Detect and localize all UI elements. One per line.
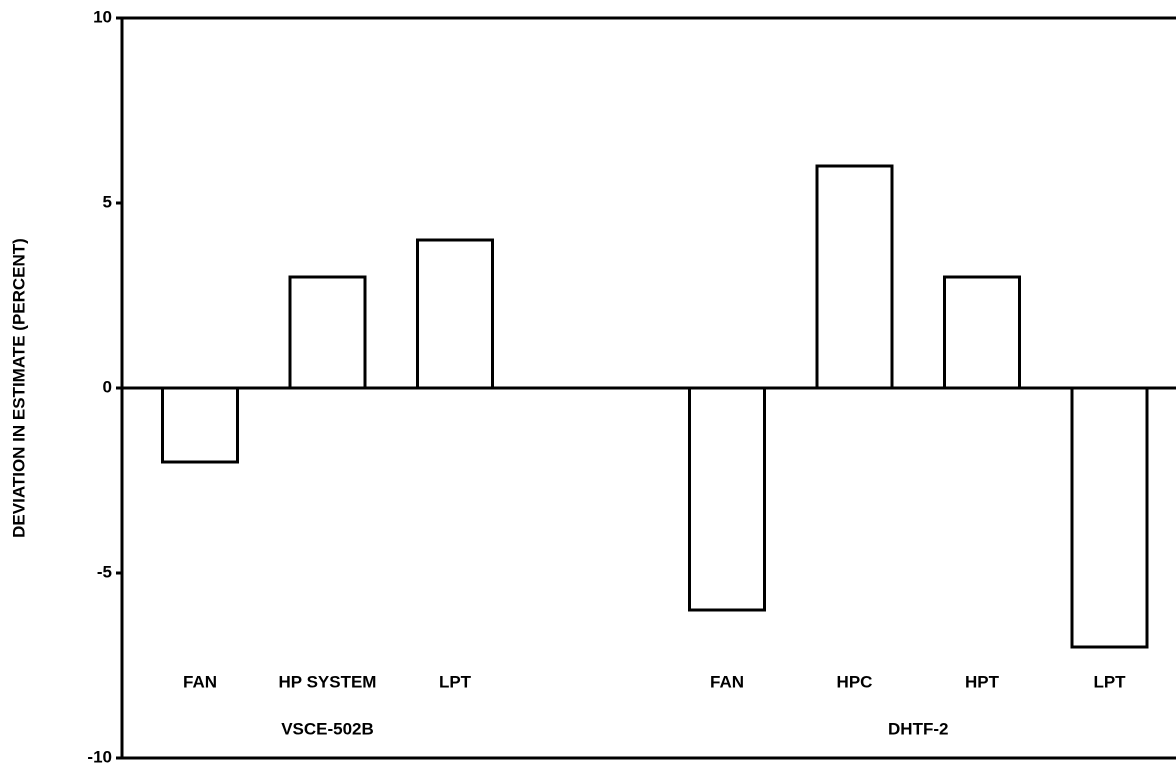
x-tick-label: HPT [965, 672, 1000, 691]
bar [815, 164, 894, 390]
bar [416, 238, 494, 390]
x-tick-label: LPT [439, 672, 472, 691]
x-tick-label: HP SYSTEM [279, 672, 377, 691]
y-tick-label: 10 [93, 7, 112, 26]
bar [161, 386, 239, 464]
bar [943, 275, 1021, 390]
bar [1070, 386, 1149, 649]
y-tick-label: -10 [87, 747, 112, 766]
y-tick-label: 0 [103, 377, 112, 396]
x-tick-label: HPC [837, 672, 873, 691]
x-tick-label: FAN [710, 672, 744, 691]
bar [688, 386, 766, 612]
group-label: VSCE-502B [281, 719, 374, 738]
x-tick-label: LPT [1093, 672, 1126, 691]
x-tick-label: FAN [183, 672, 217, 691]
group-label: DHTF-2 [888, 719, 948, 738]
bar [288, 275, 367, 390]
y-tick-label: -5 [97, 562, 112, 581]
y-axis-label: DEVIATION IN ESTIMATE (PERCENT) [9, 238, 28, 538]
y-tick-label: 5 [103, 192, 112, 211]
